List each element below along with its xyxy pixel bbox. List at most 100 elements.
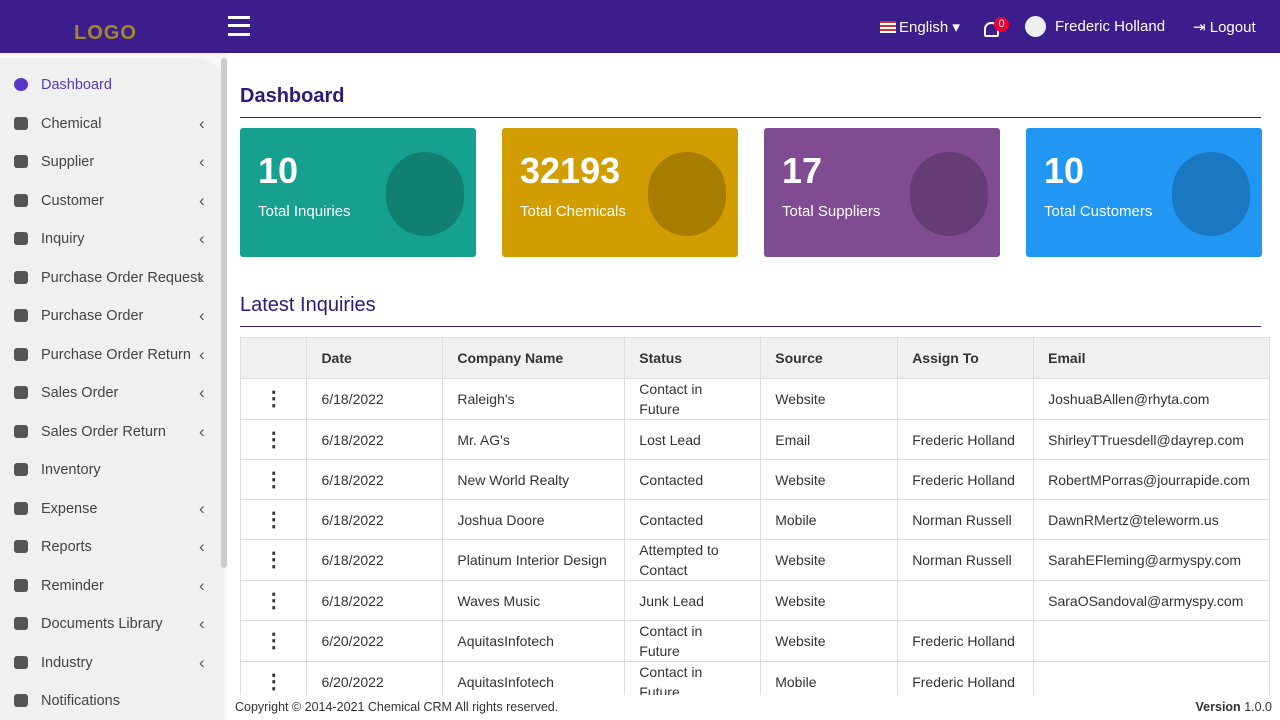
nav-label: Documents Library: [41, 616, 163, 632]
cell: 6/18/2022: [306, 378, 444, 420]
card-value: 10: [1044, 150, 1085, 191]
nav-item[interactable]: Supplier ‹: [0, 143, 224, 181]
card-label: Total Customers: [1044, 203, 1153, 220]
nav-label: Expense: [41, 500, 98, 517]
nav-item[interactable]: Expense ‹: [0, 490, 224, 528]
cell: 6/18/2022: [306, 580, 444, 621]
nav-label: Purchase Order: [41, 308, 144, 324]
cell: Norman Russell: [897, 499, 1035, 540]
cell: Website: [760, 580, 899, 621]
chevron: ‹: [199, 498, 205, 518]
chevron: ‹: [199, 267, 205, 287]
table-row: ⋮ 6/20/2022 AquitasInfotech Contact in Futu…: [239, 620, 1270, 662]
nav-icon: [14, 694, 28, 707]
row-actions[interactable]: ⋮: [239, 661, 308, 695]
nav-item[interactable]: Inventory: [0, 451, 224, 489]
nav-item[interactable]: Purchase Order ‹: [0, 297, 224, 335]
stat-card[interactable]: 17 Total Suppliers: [764, 128, 1000, 257]
nav-icon: [14, 78, 28, 91]
cell: Junk Lead: [624, 580, 762, 621]
nav-label: Inventory: [41, 462, 101, 478]
nav-icon: [14, 655, 28, 669]
content: Dashboard 10 Total Inquiries 32193 Total Ch…: [227, 53, 1280, 695]
cell: ShirleyTTruesdell@dayrep.com: [1033, 419, 1270, 460]
nav-label: Dashboard: [41, 77, 112, 93]
page-title: Dashboard: [240, 85, 345, 107]
nav-icon: [14, 617, 28, 630]
card-icon: [386, 152, 464, 236]
chevron: ‹: [199, 344, 205, 364]
cell: Norman Russell: [897, 539, 1035, 581]
cell: [897, 378, 1035, 420]
row-actions[interactable]: ⋮: [239, 378, 308, 420]
nav-item[interactable]: Inquiry ‹: [0, 220, 224, 258]
nav-icon: [14, 155, 28, 168]
row-actions[interactable]: ⋮: [239, 459, 308, 500]
table-row: ⋮ 6/18/2022 New World Realty Contacted Websi…: [239, 459, 1270, 500]
column-header: Source: [760, 337, 899, 379]
nav-icon: [14, 578, 28, 592]
nav-item[interactable]: Reminder ‹: [0, 567, 224, 605]
nav-item[interactable]: Notifications: [0, 682, 224, 720]
chevron: ‹: [199, 306, 205, 325]
nav-item[interactable]: Reports ‹: [0, 528, 224, 566]
nav-item[interactable]: Purchase Order Request ‹: [0, 259, 224, 297]
sidebar: Dashboard Chemical ‹ Supplier ‹ Customer ‹ Inqu…: [0, 58, 224, 720]
cell: Frederic Holland: [897, 459, 1035, 500]
row-actions[interactable]: ⋮: [239, 580, 308, 621]
chevron: ‹: [199, 152, 205, 171]
nav-item[interactable]: Purchase Order Return ‹: [0, 336, 224, 374]
nav-label: Reminder: [41, 577, 104, 594]
nav-label: Reports: [41, 539, 92, 555]
nav-item[interactable]: Dashboard: [0, 66, 224, 104]
row-actions[interactable]: ⋮: [239, 499, 308, 540]
stat-card[interactable]: 10 Total Inquiries: [240, 128, 476, 257]
nav-item[interactable]: Industry ‹: [0, 644, 224, 682]
row-actions[interactable]: ⋮: [239, 620, 308, 662]
nav-icon: [14, 386, 28, 399]
table-row: ⋮ 6/18/2022 Mr. AG's Lost Lead Email Frederic…: [239, 419, 1270, 460]
nav-item[interactable]: Sales Order ‹: [0, 374, 224, 412]
card-label: Total Suppliers: [782, 203, 881, 220]
card-value: 17: [782, 150, 823, 191]
cell: Website: [760, 378, 899, 420]
cell: Contacted: [624, 459, 762, 500]
column-header: Status: [624, 337, 762, 379]
cell: Platinum Interior Design: [442, 539, 626, 581]
card-value: 10: [258, 150, 299, 191]
nav-item[interactable]: Documents Library ‹: [0, 605, 224, 643]
user-name[interactable]: Frederic Holland: [1055, 18, 1166, 35]
logout[interactable]: ⇥ Logout: [1193, 19, 1256, 36]
nav-icon: [14, 501, 28, 515]
cell: Raleigh's: [442, 378, 626, 420]
nav-item[interactable]: Chemical ‹: [0, 105, 224, 143]
cell: 6/18/2022: [306, 459, 444, 500]
language-select[interactable]: English ▾: [899, 19, 960, 36]
footer: Copyright © 2014-2021 Chemical CRM All r…: [227, 695, 1280, 720]
cell: JoshuaBAllen@rhyta.com: [1033, 378, 1270, 420]
section-title: Latest Inquiries: [240, 294, 376, 316]
stat-card[interactable]: 10 Total Customers: [1026, 128, 1262, 257]
cell: 6/18/2022: [306, 539, 444, 581]
cell: DawnRMertz@teleworm.us: [1033, 499, 1270, 540]
row-actions[interactable]: ⋮: [239, 419, 308, 460]
card-label: Total Chemicals: [520, 203, 626, 220]
menu-toggle[interactable]: [228, 16, 250, 36]
chevron: ‹: [199, 113, 205, 133]
column-header: Assign To: [897, 337, 1035, 379]
row-actions[interactable]: ⋮: [239, 539, 308, 581]
cell: Mr. AG's: [442, 419, 626, 460]
cell: [897, 580, 1035, 621]
card-icon: [648, 152, 726, 236]
cell: SarahEFleming@armyspy.com: [1033, 539, 1270, 581]
chevron: ‹: [199, 383, 205, 402]
nav-item[interactable]: Sales Order Return ‹: [0, 413, 224, 451]
version-number: 1.0.0: [1244, 700, 1272, 714]
table-row: ⋮ 6/18/2022 Waves Music Junk Lead Website Sar…: [239, 580, 1270, 621]
nav-icon: [14, 232, 28, 245]
nav-item[interactable]: Customer ‹: [0, 182, 224, 220]
cell: Email: [760, 419, 899, 460]
inquiry-table: Date Company Name Status Source Assign To Ema…: [239, 337, 1270, 695]
stat-card[interactable]: 32193 Total Chemicals: [502, 128, 738, 257]
